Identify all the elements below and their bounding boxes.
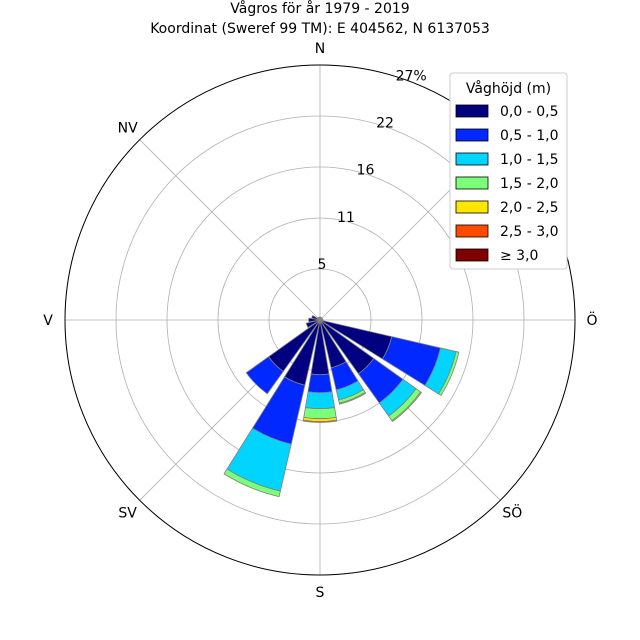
- bar-sector-7-bin-4: [338, 391, 367, 405]
- legend-swatch-6: [455, 248, 489, 262]
- bar-sector-15-bin-0: [317, 316, 321, 321]
- chart-subtitle: Koordinat (Sweref 99 TM): E 404562, N 61…: [150, 21, 490, 37]
- bar-sector-6-bin-4: [391, 391, 422, 422]
- legend-swatch-1: [455, 128, 489, 142]
- direction-label-SÖ: SÖ: [502, 503, 522, 521]
- radial-tick-label-3: 22: [376, 116, 394, 132]
- legend-swatch-2: [455, 152, 489, 166]
- direction-label-NV: NV: [118, 121, 138, 137]
- outer-ring: [64, 64, 576, 576]
- grid-spoke-7: [139, 139, 321, 321]
- bar-sector-5-bin-3: [438, 351, 460, 397]
- direction-label-N: N: [315, 41, 325, 57]
- legend-swatch-3: [455, 176, 489, 190]
- legend-frame: [449, 72, 568, 270]
- chart-title: Vågros för år 1979 - 2019: [230, 0, 409, 17]
- direction-label-SV: SV: [118, 505, 137, 521]
- radial-tick-label-0: 5: [318, 257, 327, 273]
- legend-title: Våghöjd (m): [466, 80, 551, 97]
- legend-label-5: 2,5 - 3,0: [500, 224, 558, 240]
- bar-sector-11-bin-0: [305, 319, 321, 329]
- bar-sector-10-bin-1: [245, 356, 284, 395]
- direction-label-S: S: [316, 585, 325, 601]
- legend-swatch-5: [455, 224, 489, 238]
- legend-label-0: 0,0 - 0,5: [500, 104, 558, 120]
- legend-label-4: 2,0 - 2,5: [500, 200, 558, 216]
- bar-sector-9-bin-3: [223, 468, 281, 498]
- legend-swatch-4: [455, 200, 489, 214]
- direction-label-V: V: [43, 313, 53, 329]
- legend-swatch-0: [455, 104, 489, 118]
- legend-label-2: 1,0 - 1,5: [500, 152, 558, 168]
- polar-grid: [64, 64, 576, 576]
- radial-tick-labels: 5 11 16 22 27%: [318, 68, 427, 272]
- bar-sector-8-bin-3: [303, 407, 337, 420]
- legend-label-3: 1,5 - 2,0: [500, 176, 558, 192]
- radial-tick-label-1: 11: [337, 210, 355, 226]
- bar-sector-8-bin-2: [304, 391, 336, 410]
- radial-tick-label-2: 16: [357, 163, 375, 179]
- sector-bars: [223, 314, 460, 498]
- radial-tick-label-4: 27%: [396, 68, 427, 84]
- bar-sector-12-bin-0: [308, 317, 321, 323]
- direction-label-Ö: Ö: [586, 311, 597, 329]
- legend: Våghöjd (m) 0,0 - 0,5 0,5 - 1,0 1,0 - 1,5 1,…: [449, 72, 568, 270]
- bar-sector-8-bin-1: [307, 373, 333, 394]
- bar-sector-8-bin-5: [302, 419, 338, 423]
- legend-label-1: 0,5 - 1,0: [500, 128, 558, 144]
- legend-label-6: ≥ 3,0: [500, 248, 538, 264]
